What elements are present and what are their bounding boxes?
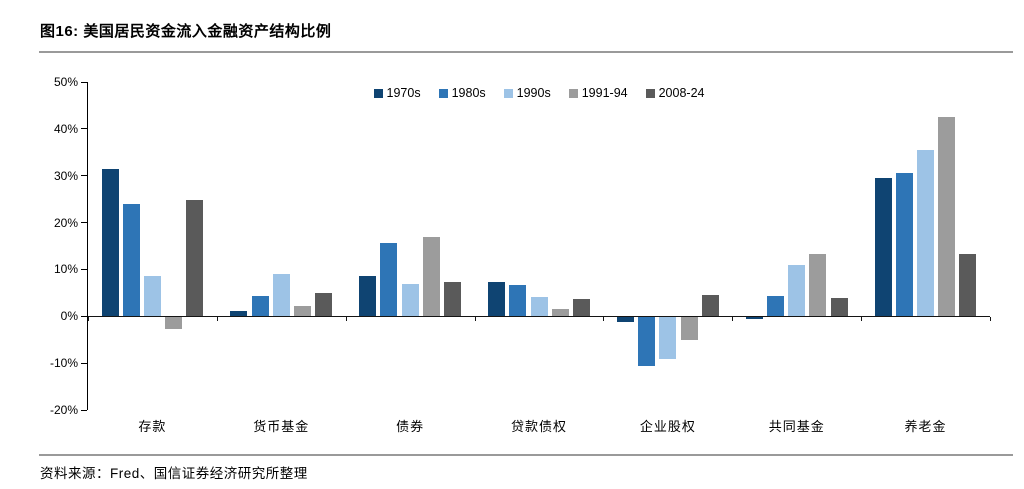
bar-1980s-债券 xyxy=(380,243,398,317)
category-label: 共同基金 xyxy=(768,419,825,434)
bar-1991-94-养老金 xyxy=(938,117,956,317)
category-label: 养老金 xyxy=(904,419,947,434)
bar-1990s-债券 xyxy=(401,284,419,317)
category-label: 企业股权 xyxy=(639,419,696,434)
y-axis-tick-label: -10% xyxy=(49,356,78,371)
y-axis-tick xyxy=(81,409,87,411)
bar-1980s-货币基金 xyxy=(251,296,269,317)
legend-swatch-icon xyxy=(568,88,578,98)
legend-item: 1991-94 xyxy=(568,86,628,100)
y-axis-tick-label: 10% xyxy=(53,262,78,277)
legend-item: 1970s xyxy=(373,86,421,100)
bar-1970s-存款 xyxy=(101,168,119,317)
legend-swatch-icon xyxy=(645,88,655,98)
y-axis-tick-label: 40% xyxy=(53,121,78,136)
y-axis-tick xyxy=(81,175,87,177)
bar-1990s-货币基金 xyxy=(272,274,290,317)
legend-label: 1990s xyxy=(516,86,551,100)
bar-2008-24-货币基金 xyxy=(315,293,333,317)
bar-2008-24-债券 xyxy=(444,282,462,317)
bar-2008-24-共同基金 xyxy=(830,298,848,317)
x-axis-tick xyxy=(88,317,89,322)
chart-legend: 1970s 1980s 1990s 1991-94 2008-24 xyxy=(88,86,990,100)
bar-2008-24-存款 xyxy=(186,200,204,317)
source-note: 资料来源：Fred、国信证券经济研究所整理 xyxy=(40,466,308,481)
bar-chart: 1970s 1980s 1990s 1991-94 2008-24 50% 40% 30% 2… xyxy=(0,60,1024,450)
bar-1980s-共同基金 xyxy=(767,295,784,317)
x-axis-tick xyxy=(346,317,347,322)
bar-1991-94-货币基金 xyxy=(293,305,311,317)
chart-plot-area: 50% 40% 30% 20% 10% 0% -10% -20% 存款 货币基金 债券 贷款债权 企业股… xyxy=(50,75,991,434)
bar-2008-24-企业股权 xyxy=(701,294,719,317)
category-label: 货币基金 xyxy=(253,419,310,434)
legend-item: 2008-24 xyxy=(645,86,705,100)
bar-1970s-货币基金 xyxy=(230,310,248,317)
bar-2008-24-贷款债权 xyxy=(572,299,590,317)
bar-1980s-贷款债权 xyxy=(509,284,527,317)
bar-1991-94-存款 xyxy=(165,317,183,329)
legend-label: 1991-94 xyxy=(581,86,628,100)
y-axis-tick xyxy=(81,222,87,224)
x-axis-tick xyxy=(732,317,733,322)
bar-1980s-企业股权 xyxy=(638,317,656,366)
x-axis-tick xyxy=(603,317,604,322)
category-label: 存款 xyxy=(138,419,167,434)
legend-label: 1970s xyxy=(386,86,421,100)
bar-1970s-共同基金 xyxy=(745,317,763,320)
legend-swatch-icon xyxy=(373,88,383,98)
legend-swatch-icon xyxy=(438,88,448,98)
y-axis-tick-label: 20% xyxy=(53,215,78,230)
legend-label: 2008-24 xyxy=(658,86,705,100)
bar-1970s-贷款债权 xyxy=(488,282,506,317)
x-axis-zero-line xyxy=(88,316,990,318)
bar-1980s-存款 xyxy=(122,203,140,317)
y-axis-tick xyxy=(81,81,87,83)
bar-1990s-存款 xyxy=(143,276,161,317)
x-axis-tick xyxy=(861,317,862,322)
legend-label: 1980s xyxy=(451,86,486,100)
bar-1991-94-共同基金 xyxy=(809,254,827,317)
y-axis-tick-label: 0% xyxy=(60,309,78,324)
bar-1990s-共同基金 xyxy=(788,265,806,317)
legend-swatch-icon xyxy=(503,88,513,98)
y-axis-tick xyxy=(81,362,87,364)
bar-1970s-债券 xyxy=(359,276,377,317)
figure-title: 图16: 美国居民资金流入金融资产结构比例 xyxy=(40,23,332,40)
source-divider xyxy=(39,454,1013,456)
legend-item: 1990s xyxy=(503,86,551,100)
category-label: 债券 xyxy=(396,419,425,434)
bar-1990s-养老金 xyxy=(917,149,935,317)
bar-1991-94-贷款债权 xyxy=(551,308,569,317)
y-axis-tick-label: 30% xyxy=(53,168,78,183)
bar-1980s-养老金 xyxy=(895,173,913,317)
bar-1970s-养老金 xyxy=(874,178,892,317)
x-axis-tick xyxy=(217,317,218,322)
y-axis-tick xyxy=(81,128,87,130)
y-axis-tick xyxy=(81,315,87,317)
x-axis-tick xyxy=(475,317,476,322)
y-axis-tick-label: -20% xyxy=(49,403,78,417)
y-axis-line xyxy=(87,82,88,410)
y-axis-tick xyxy=(81,268,87,270)
bar-1970s-企业股权 xyxy=(616,317,634,322)
bar-1991-94-企业股权 xyxy=(680,317,698,340)
x-axis-tick xyxy=(990,317,991,322)
bar-1990s-贷款债权 xyxy=(530,296,548,317)
bar-2008-24-养老金 xyxy=(959,254,977,317)
title-divider xyxy=(39,51,1013,53)
y-axis-tick-label: 50% xyxy=(53,75,78,89)
bar-1990s-企业股权 xyxy=(659,317,677,360)
category-label: 贷款债权 xyxy=(510,419,567,434)
bar-1991-94-债券 xyxy=(422,236,440,317)
legend-item: 1980s xyxy=(438,86,486,100)
